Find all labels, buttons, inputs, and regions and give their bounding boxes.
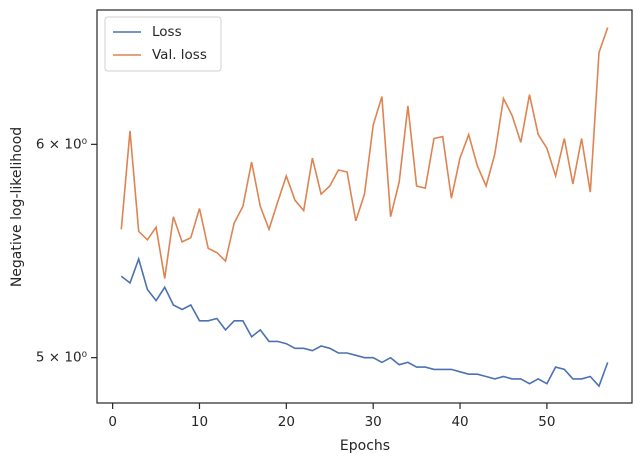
legend: Loss Val. loss [104,16,222,72]
legend-label: Loss [152,24,182,40]
y-tick-label: 5 × 10⁰ [36,350,87,366]
plot-frame [96,9,633,404]
data-line [120,27,609,279]
x-tick-label: 20 [278,414,295,430]
y-axis-label: Negative log-likelihood [9,127,25,287]
x-tick-label: 40 [451,414,468,430]
x-tick-label: 30 [365,414,382,430]
x-tick-label: 10 [191,414,208,430]
x-tick-label: 0 [108,414,117,430]
legend-label: Val. loss [152,47,207,63]
legend-box [104,16,222,72]
x-axis-label: Epochs [340,438,390,454]
data-line [120,256,609,388]
y-tick-label: 6 × 10⁰ [36,136,87,152]
x-tick-label: 50 [538,414,555,430]
